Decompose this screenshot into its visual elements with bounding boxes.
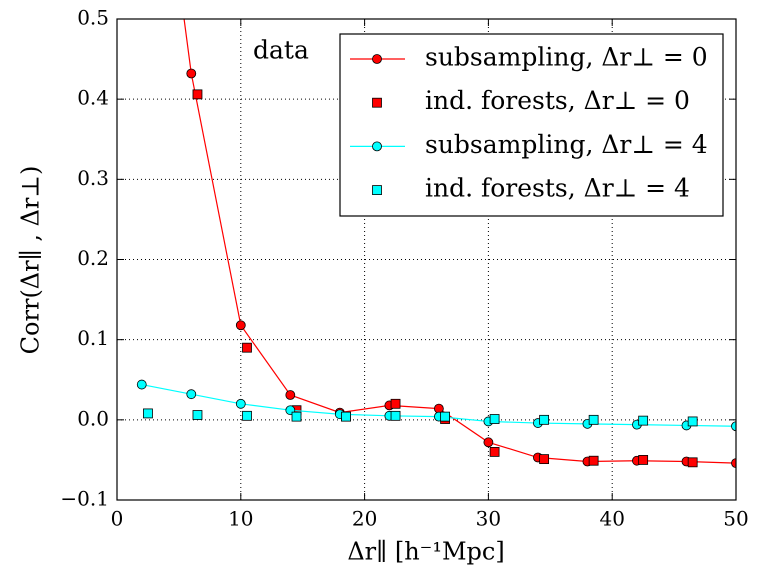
circle-marker — [372, 54, 382, 64]
y-tick-label: 0.4 — [77, 86, 109, 110]
plot-frame — [116, 18, 737, 501]
x-tick-label: 10 — [228, 507, 253, 531]
circle-marker — [731, 458, 736, 469]
x-tick-label: 30 — [476, 507, 501, 531]
legend: subsampling, Δr⊥ = 0 ind. forests, Δr⊥ = … — [339, 33, 724, 217]
y-tick-label: −0.1 — [60, 487, 109, 511]
x-tick-label: 50 — [723, 507, 748, 531]
annotation: data — [253, 36, 309, 65]
x-axis-label: Δr∥ [h⁻¹Mpc] — [347, 538, 504, 566]
square-marker — [588, 455, 599, 466]
square-marker — [390, 410, 401, 421]
square-marker — [372, 185, 382, 196]
circle-marker — [235, 398, 246, 409]
plot-area — [136, 19, 736, 469]
circle-marker — [731, 421, 736, 432]
legend-label: subsampling, Δr⊥ = 0 — [425, 43, 708, 72]
x-tick-label: 0 — [111, 507, 124, 531]
y-tick-label: 0.5 — [77, 6, 109, 30]
square-marker — [687, 457, 698, 468]
circle-marker — [483, 437, 494, 448]
square-marker — [192, 89, 203, 100]
square-marker — [489, 446, 500, 457]
x-tick-label: 20 — [352, 507, 377, 531]
circle-marker — [235, 320, 246, 331]
y-axis-label: Corr(Δr∥ , Δr⊥) — [17, 166, 45, 355]
legend-label: ind. forests, Δr⊥ = 0 — [425, 86, 690, 115]
y-tick-label: 0.1 — [77, 326, 109, 350]
square-marker — [372, 97, 382, 108]
square-marker — [687, 416, 698, 427]
legend-label: ind. forests, Δr⊥ = 4 — [425, 174, 690, 203]
x-tick-label: 40 — [599, 507, 624, 531]
circle-marker — [186, 68, 197, 79]
square-marker — [440, 411, 450, 422]
circle-marker — [186, 389, 197, 400]
square-marker — [143, 408, 153, 419]
square-marker — [291, 411, 302, 422]
square-marker — [341, 411, 351, 422]
square-marker — [539, 414, 550, 425]
square-marker — [242, 410, 252, 421]
y-tick-label: 0.0 — [77, 406, 109, 430]
y-tick-label: 0.2 — [77, 246, 109, 270]
square-marker — [638, 415, 649, 426]
square-marker — [638, 455, 649, 465]
square-marker — [539, 454, 550, 465]
legend-box — [339, 33, 724, 217]
square-marker — [242, 342, 252, 353]
circle-marker — [136, 379, 147, 390]
square-marker — [588, 414, 599, 425]
square-marker — [192, 410, 203, 420]
square-marker — [489, 414, 500, 424]
y-tick-label: 0.3 — [77, 166, 109, 190]
square-marker — [390, 398, 401, 409]
circle-marker — [372, 141, 382, 152]
circle-marker — [285, 390, 296, 400]
legend-label: subsampling, Δr⊥ = 4 — [425, 130, 708, 159]
